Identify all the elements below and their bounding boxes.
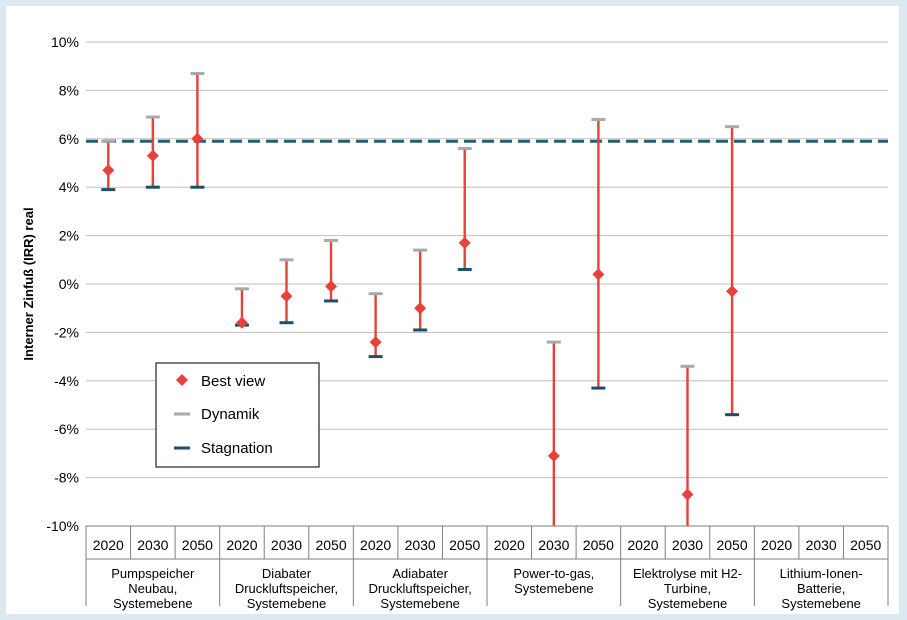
group-label: Elektrolyse mit H2- xyxy=(633,566,742,581)
y-tick-label: 10% xyxy=(51,34,79,50)
group-label: Systemebene xyxy=(781,596,861,611)
year-label: 2050 xyxy=(850,537,881,553)
group-label: Systemebene xyxy=(113,596,193,611)
group-label: Turbine, xyxy=(664,581,711,596)
y-tick-label: 8% xyxy=(59,82,79,98)
group-label: Druckluftspeicher, xyxy=(235,581,338,596)
legend-best-view-label: Best view xyxy=(201,373,265,390)
legend-dynamik-label: Dynamik xyxy=(201,406,260,423)
group-label: Systemebene xyxy=(247,596,327,611)
group-label: Adiabater xyxy=(392,566,448,581)
year-label: 2050 xyxy=(315,537,346,553)
year-label: 2030 xyxy=(538,537,569,553)
year-label: 2020 xyxy=(93,537,124,553)
year-label: 2050 xyxy=(182,537,213,553)
best-view-marker xyxy=(102,164,115,177)
best-view-marker xyxy=(592,268,605,281)
y-tick-label: -6% xyxy=(54,421,79,437)
best-view-marker xyxy=(414,302,427,315)
best-view-marker xyxy=(325,280,338,293)
irr-error-bar-chart: 10% 8% 6% 4% 2% 0% -2% -4% -6% -8% -10% Interner Z… xyxy=(21,34,889,611)
group-label: Diabater xyxy=(262,566,312,581)
year-label: 2050 xyxy=(583,537,614,553)
year-label: 2050 xyxy=(449,537,480,553)
y-tick-labels: 10% 8% 6% 4% 2% 0% -2% -4% -6% -8% -10% xyxy=(46,34,79,534)
best-view-marker xyxy=(547,449,560,462)
best-view-marker xyxy=(235,316,248,329)
best-view-marker xyxy=(458,236,471,249)
y-tick-label: 4% xyxy=(59,179,79,195)
year-label: 2020 xyxy=(627,537,658,553)
chart-frame: 10% 8% 6% 4% 2% 0% -2% -4% -6% -8% -10% Interner Z… xyxy=(6,6,899,614)
group-label: Systemebene xyxy=(514,581,594,596)
group-label: Pumpspeicher xyxy=(111,566,195,581)
group-label: Systemebene xyxy=(380,596,460,611)
legend: Best view Dynamik Stagnation xyxy=(155,362,320,468)
group-label: Druckluftspeicher, xyxy=(369,581,472,596)
y-axis-label: Interner Zinfuß (IRR) real xyxy=(21,207,36,360)
category-axis: 2020 2030 2050PumpspeicherNeubau,Systemebe… xyxy=(85,525,889,611)
best-view-marker xyxy=(191,132,204,145)
year-label: 2030 xyxy=(137,537,168,553)
year-label: 2050 xyxy=(716,537,747,553)
group-label: Neubau, xyxy=(128,581,177,596)
best-view-marker xyxy=(681,488,694,501)
year-label: 2020 xyxy=(761,537,792,553)
group-label: Batterie, xyxy=(797,581,845,596)
group-label: Lithium-Ionen- xyxy=(780,566,863,581)
best-view-marker xyxy=(146,149,159,162)
y-tick-label: -4% xyxy=(54,373,79,389)
year-label: 2020 xyxy=(360,537,391,553)
y-tick-label: 6% xyxy=(59,131,79,147)
year-label: 2020 xyxy=(494,537,525,553)
y-tick-label: 2% xyxy=(59,228,79,244)
year-label: 2030 xyxy=(672,537,703,553)
year-label: 2020 xyxy=(226,537,257,553)
y-tick-label: -8% xyxy=(54,470,79,486)
best-view-marker xyxy=(369,336,382,349)
year-label: 2030 xyxy=(806,537,837,553)
y-tick-label: 0% xyxy=(59,276,79,292)
y-tick-label: -2% xyxy=(54,324,79,340)
group-label: Systemebene xyxy=(648,596,728,611)
year-label: 2030 xyxy=(405,537,436,553)
y-tick-label: -10% xyxy=(46,518,79,534)
group-label: Power-to-gas, xyxy=(513,566,594,581)
best-view-marker xyxy=(280,290,293,303)
legend-stagnation-label: Stagnation xyxy=(201,440,273,457)
best-view-marker xyxy=(726,285,739,298)
year-label: 2030 xyxy=(271,537,302,553)
error-bars xyxy=(101,71,740,526)
legend-best-view-marker xyxy=(176,374,188,386)
